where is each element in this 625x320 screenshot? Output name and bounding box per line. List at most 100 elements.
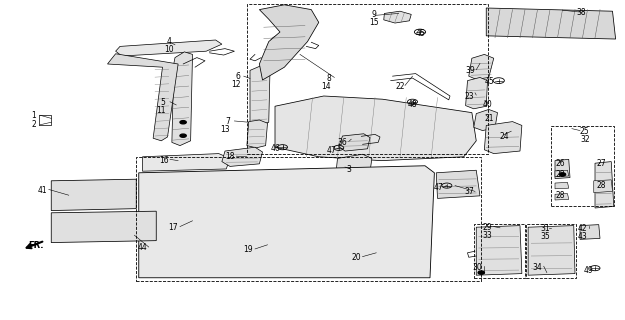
Text: 8: 8 <box>326 74 331 83</box>
Text: 24: 24 <box>500 132 509 140</box>
Text: 11: 11 <box>156 106 166 115</box>
Text: 3: 3 <box>346 165 351 174</box>
Polygon shape <box>336 154 372 174</box>
Text: 47: 47 <box>326 146 336 155</box>
Polygon shape <box>469 54 494 79</box>
Polygon shape <box>580 225 600 239</box>
Text: 17: 17 <box>169 223 178 232</box>
Text: 16: 16 <box>159 156 169 164</box>
Text: 27: 27 <box>597 159 606 168</box>
Text: 23: 23 <box>464 92 474 100</box>
Polygon shape <box>595 162 614 208</box>
Text: 36: 36 <box>337 138 347 147</box>
Text: 30: 30 <box>472 263 482 272</box>
Text: 7: 7 <box>225 117 230 126</box>
FancyBboxPatch shape <box>244 259 281 267</box>
Polygon shape <box>222 147 262 166</box>
Polygon shape <box>139 166 434 278</box>
Text: 2: 2 <box>31 120 36 129</box>
FancyBboxPatch shape <box>162 259 200 267</box>
Text: 19: 19 <box>244 245 253 254</box>
Polygon shape <box>555 170 569 177</box>
Text: 38: 38 <box>576 8 586 17</box>
Polygon shape <box>247 120 268 148</box>
Circle shape <box>559 173 566 176</box>
Text: 12: 12 <box>231 80 241 89</box>
Text: 13: 13 <box>221 125 230 134</box>
Text: 28: 28 <box>556 170 566 179</box>
Text: 18: 18 <box>225 152 234 161</box>
Text: 26: 26 <box>556 159 566 168</box>
Polygon shape <box>142 154 230 171</box>
Bar <box>136 157 481 281</box>
Text: 6: 6 <box>236 72 241 81</box>
Polygon shape <box>486 8 616 39</box>
Text: 33: 33 <box>482 231 492 240</box>
Text: 4: 4 <box>166 37 171 46</box>
Polygon shape <box>484 122 522 154</box>
Bar <box>474 224 525 278</box>
FancyBboxPatch shape <box>162 234 200 242</box>
Polygon shape <box>51 211 156 243</box>
Polygon shape <box>275 96 476 161</box>
Text: 5: 5 <box>161 98 166 107</box>
Text: 41: 41 <box>38 186 47 195</box>
Polygon shape <box>594 180 612 193</box>
Polygon shape <box>116 40 222 56</box>
Polygon shape <box>555 159 570 179</box>
Text: 10: 10 <box>164 45 174 54</box>
Text: 9: 9 <box>371 10 376 19</box>
Text: 29: 29 <box>483 223 492 232</box>
Polygon shape <box>555 182 569 189</box>
Circle shape <box>478 271 484 274</box>
Text: 28: 28 <box>597 181 606 190</box>
Polygon shape <box>528 226 575 275</box>
Polygon shape <box>384 11 411 23</box>
FancyBboxPatch shape <box>244 234 281 242</box>
Text: 21: 21 <box>484 114 494 123</box>
Text: 28: 28 <box>556 191 566 200</box>
Text: 14: 14 <box>322 82 331 91</box>
Text: 40: 40 <box>482 100 492 108</box>
Text: 20: 20 <box>352 253 361 262</box>
Polygon shape <box>436 170 480 198</box>
Text: 48: 48 <box>408 100 418 108</box>
Text: 34: 34 <box>532 263 542 272</box>
Text: 32: 32 <box>580 135 589 144</box>
Circle shape <box>180 134 186 137</box>
Bar <box>551 126 614 206</box>
Polygon shape <box>107 54 178 141</box>
Circle shape <box>277 38 292 45</box>
Polygon shape <box>555 194 569 200</box>
Text: 39: 39 <box>465 66 475 75</box>
Text: FR.: FR. <box>29 241 44 250</box>
Text: 47: 47 <box>434 183 444 192</box>
Polygon shape <box>259 5 319 80</box>
Text: 49: 49 <box>584 266 594 275</box>
Text: 42: 42 <box>578 224 587 233</box>
Text: 31: 31 <box>541 224 550 233</box>
Text: 35: 35 <box>540 232 550 241</box>
Polygon shape <box>466 77 488 109</box>
Text: 44: 44 <box>137 244 147 252</box>
Circle shape <box>180 121 186 124</box>
Text: 37: 37 <box>464 188 474 196</box>
Polygon shape <box>172 52 192 146</box>
Text: 22: 22 <box>396 82 405 91</box>
Text: 1: 1 <box>31 111 36 120</box>
Text: 43: 43 <box>578 232 587 241</box>
Text: 45: 45 <box>415 29 425 38</box>
Polygon shape <box>250 66 270 125</box>
FancyBboxPatch shape <box>244 208 281 216</box>
Text: 46: 46 <box>270 144 280 153</box>
Bar <box>247 4 488 154</box>
Polygon shape <box>474 109 498 131</box>
Polygon shape <box>51 179 136 211</box>
Text: 15: 15 <box>369 18 379 27</box>
Polygon shape <box>339 134 370 151</box>
Bar <box>526 224 576 278</box>
Polygon shape <box>476 226 522 275</box>
FancyBboxPatch shape <box>162 208 200 216</box>
Text: 25: 25 <box>580 127 589 136</box>
Text: 45: 45 <box>484 77 494 86</box>
